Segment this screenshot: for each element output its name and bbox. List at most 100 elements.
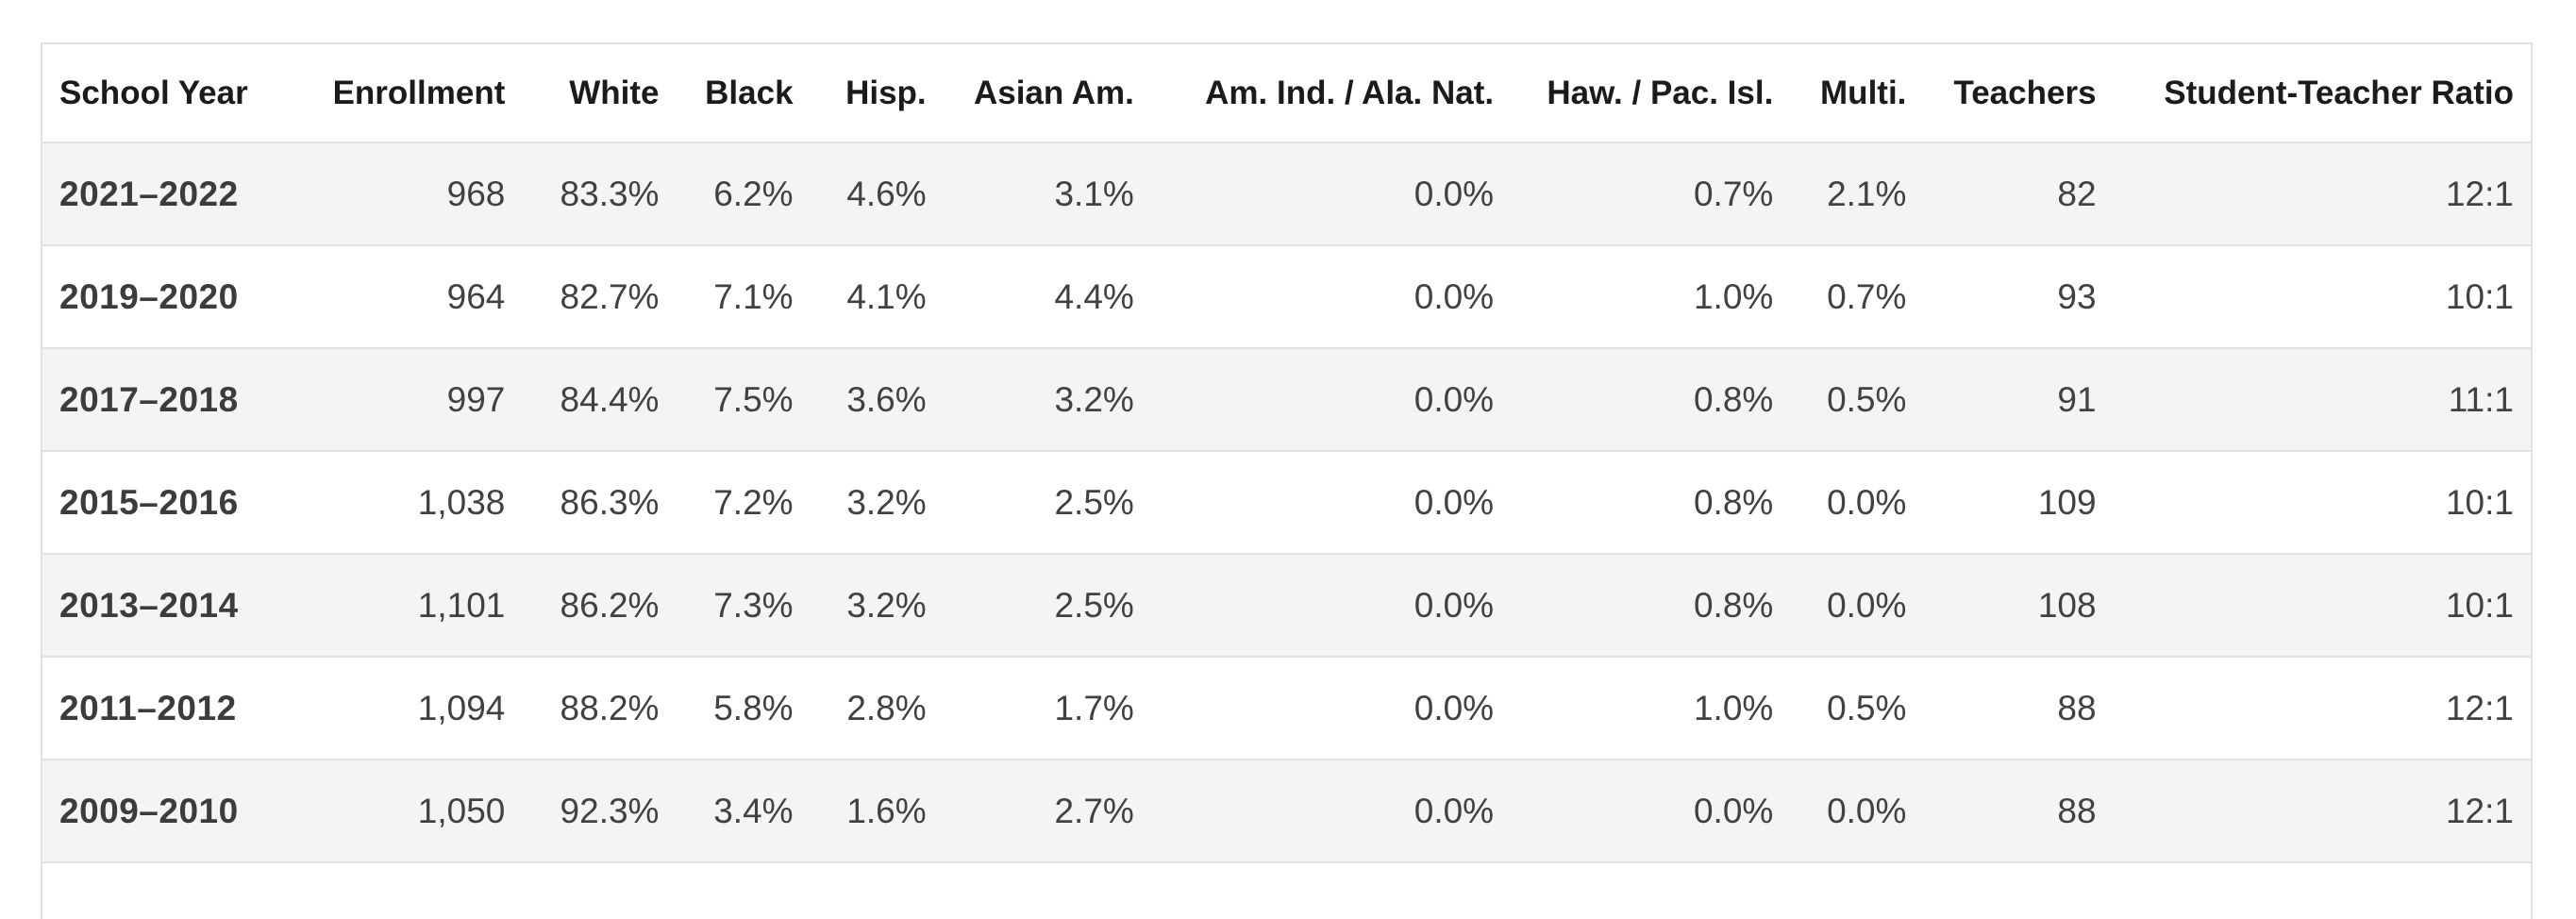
cell-teachers: 93 (1923, 244, 2114, 348)
cell-multi: 0.0% (1790, 450, 1924, 554)
cell-asian-am: 2.5% (943, 553, 1151, 657)
cell-multi: 2.1% (1790, 142, 1924, 245)
cell-white: 86.3% (522, 450, 677, 554)
cell-teachers: 88 (1923, 656, 2114, 760)
cell-am-ind-ala-nat: 0.0% (1150, 347, 1512, 451)
cell-white: 92.3% (522, 759, 677, 862)
cell-empty (1511, 861, 1791, 919)
cell-student-teacher-ratio: 10:1 (2113, 553, 2532, 657)
table-row-2011-2012: 2011–2012 1,094 88.2% 5.8% 2.8% 1.7% 0.0% 1.0% 0… (42, 656, 2532, 760)
cell-black: 5.8% (676, 656, 811, 760)
cell-hisp: 3.2% (810, 553, 944, 657)
cell-teachers: 109 (1923, 450, 2114, 554)
cell-hisp: 4.6% (810, 142, 944, 245)
cell-school-year: 2009–2010 (42, 759, 313, 862)
table-row-2015-2016: 2015–2016 1,038 86.3% 7.2% 3.2% 2.5% 0.0% 0.8% 0… (42, 450, 2532, 554)
cell-am-ind-ala-nat: 0.0% (1150, 656, 1512, 760)
cell-multi: 0.0% (1790, 553, 1924, 657)
cell-enrollment: 997 (312, 347, 523, 451)
cell-empty (1790, 861, 1924, 919)
table-row-partial (42, 861, 2532, 919)
enrollment-stats-table: School Year Enrollment White Black Hisp. Asia… (41, 42, 2533, 919)
cell-hisp: 3.2% (810, 450, 944, 554)
cell-enrollment: 1,101 (312, 553, 523, 657)
column-header-multi: Multi. (1790, 43, 1924, 142)
cell-empty (312, 861, 523, 919)
cell-school-year: 2017–2018 (42, 347, 313, 451)
cell-black: 7.2% (676, 450, 811, 554)
cell-multi: 0.0% (1790, 759, 1924, 862)
table-row-2009-2010: 2009–2010 1,050 92.3% 3.4% 1.6% 2.7% 0.0% 0.0% 0… (42, 759, 2532, 862)
column-header-haw-pac-isl: Haw. / Pac. Isl. (1511, 43, 1791, 142)
column-header-school-year: School Year (42, 43, 313, 142)
cell-hisp: 2.8% (810, 656, 944, 760)
cell-empty (42, 861, 313, 919)
cell-asian-am: 4.4% (943, 244, 1151, 348)
cell-enrollment: 1,050 (312, 759, 523, 862)
cell-school-year: 2021–2022 (42, 142, 313, 245)
cell-haw-pac-isl: 0.8% (1511, 553, 1791, 657)
cell-white: 86.2% (522, 553, 677, 657)
cell-haw-pac-isl: 0.0% (1511, 759, 1791, 862)
column-header-asian-am: Asian Am. (943, 43, 1151, 142)
enrollment-stats-table-container: School Year Enrollment White Black Hisp. Asia… (41, 42, 2533, 919)
table-header: School Year Enrollment White Black Hisp. Asia… (42, 43, 2532, 142)
cell-multi: 0.5% (1790, 656, 1924, 760)
cell-enrollment: 964 (312, 244, 523, 348)
cell-empty (943, 861, 1151, 919)
column-header-white: White (522, 43, 677, 142)
column-header-hisp: Hisp. (810, 43, 944, 142)
cell-white: 82.7% (522, 244, 677, 348)
column-header-student-teacher-ratio: Student-Teacher Ratio (2113, 43, 2532, 142)
cell-enrollment: 968 (312, 142, 523, 245)
cell-school-year: 2013–2014 (42, 553, 313, 657)
cell-am-ind-ala-nat: 0.0% (1150, 142, 1512, 245)
cell-empty (1923, 861, 2114, 919)
cell-haw-pac-isl: 1.0% (1511, 244, 1791, 348)
column-header-enrollment: Enrollment (312, 43, 523, 142)
cell-enrollment: 1,094 (312, 656, 523, 760)
cell-hisp: 1.6% (810, 759, 944, 862)
cell-black: 7.1% (676, 244, 811, 348)
cell-teachers: 91 (1923, 347, 2114, 451)
cell-black: 7.5% (676, 347, 811, 451)
cell-multi: 0.5% (1790, 347, 1924, 451)
cell-empty (1150, 861, 1512, 919)
cell-student-teacher-ratio: 11:1 (2113, 347, 2532, 451)
table-row-2019-2020: 2019–2020 964 82.7% 7.1% 4.1% 4.4% 0.0% 1.0% 0.7… (42, 244, 2532, 348)
cell-student-teacher-ratio: 12:1 (2113, 656, 2532, 760)
table-row-2021-2022: 2021–2022 968 83.3% 6.2% 4.6% 3.1% 0.0% 0.7% 2.1… (42, 142, 2532, 245)
cell-student-teacher-ratio: 12:1 (2113, 759, 2532, 862)
cell-haw-pac-isl: 0.8% (1511, 347, 1791, 451)
column-header-am-ind-ala-nat: Am. Ind. / Ala. Nat. (1150, 43, 1512, 142)
cell-am-ind-ala-nat: 0.0% (1150, 244, 1512, 348)
cell-student-teacher-ratio: 10:1 (2113, 244, 2532, 348)
cell-hisp: 3.6% (810, 347, 944, 451)
cell-empty (810, 861, 944, 919)
cell-asian-am: 3.1% (943, 142, 1151, 245)
table-row-2013-2014: 2013–2014 1,101 86.2% 7.3% 3.2% 2.5% 0.0% 0.8% 0… (42, 553, 2532, 657)
cell-multi: 0.7% (1790, 244, 1924, 348)
cell-school-year: 2011–2012 (42, 656, 313, 760)
cell-haw-pac-isl: 0.8% (1511, 450, 1791, 554)
table-body: 2021–2022 968 83.3% 6.2% 4.6% 3.1% 0.0% 0.7% 2.1… (42, 142, 2532, 919)
table-row-2017-2018: 2017–2018 997 84.4% 7.5% 3.6% 3.2% 0.0% 0.8% 0.5… (42, 347, 2532, 451)
cell-white: 83.3% (522, 142, 677, 245)
cell-black: 3.4% (676, 759, 811, 862)
cell-teachers: 108 (1923, 553, 2114, 657)
cell-black: 7.3% (676, 553, 811, 657)
cell-am-ind-ala-nat: 0.0% (1150, 450, 1512, 554)
column-header-teachers: Teachers (1923, 43, 2114, 142)
cell-asian-am: 1.7% (943, 656, 1151, 760)
cell-school-year: 2015–2016 (42, 450, 313, 554)
cell-empty (522, 861, 677, 919)
cell-empty (676, 861, 811, 919)
cell-asian-am: 2.5% (943, 450, 1151, 554)
cell-empty (2113, 861, 2532, 919)
cell-haw-pac-isl: 0.7% (1511, 142, 1791, 245)
cell-hisp: 4.1% (810, 244, 944, 348)
cell-student-teacher-ratio: 10:1 (2113, 450, 2532, 554)
cell-teachers: 82 (1923, 142, 2114, 245)
cell-black: 6.2% (676, 142, 811, 245)
cell-white: 88.2% (522, 656, 677, 760)
